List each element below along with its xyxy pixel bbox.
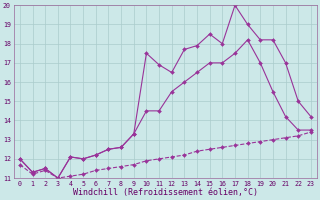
X-axis label: Windchill (Refroidissement éolien,°C): Windchill (Refroidissement éolien,°C) <box>73 188 258 197</box>
